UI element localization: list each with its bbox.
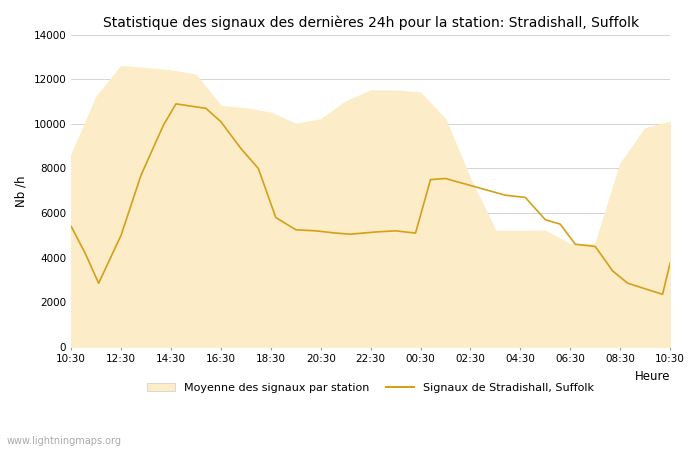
Text: www.lightningmaps.org: www.lightningmaps.org [7,436,122,446]
Y-axis label: Nb /h: Nb /h [15,175,28,207]
Legend: Moyenne des signaux par station, Signaux de Stradishall, Suffolk: Moyenne des signaux par station, Signaux… [143,378,598,397]
X-axis label: Heure: Heure [635,370,670,383]
Title: Statistique des signaux des dernières 24h pour la station: Stradishall, Suffolk: Statistique des signaux des dernières 24… [103,15,638,30]
